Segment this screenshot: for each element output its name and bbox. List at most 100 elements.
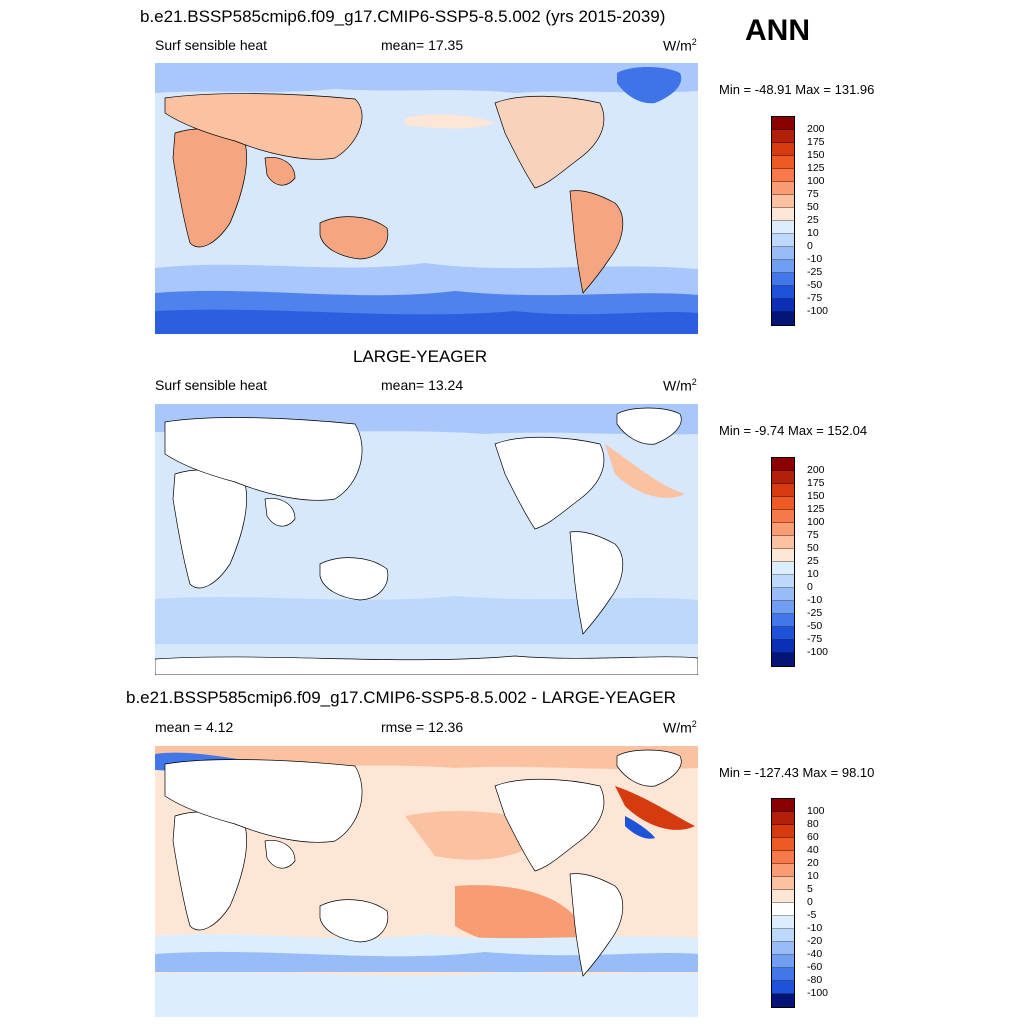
colorbar-tick-label: 25: [807, 214, 819, 226]
panel3-map: [155, 746, 698, 1017]
colorbar-swatch: [772, 877, 794, 890]
panel3-rmse-label: rmse = 12.36: [381, 719, 464, 735]
colorbar-swatch: [772, 588, 794, 601]
panel2-mean-label: mean= 13.24: [381, 377, 464, 393]
colorbar-tick-label: 75: [807, 529, 819, 541]
colorbar-swatch: [772, 221, 794, 234]
colorbar-tick-label: 10: [807, 870, 819, 882]
colorbar-swatch: [772, 864, 794, 877]
colorbar-tick-label: -5: [807, 909, 817, 921]
colorbar-tick-label: 75: [807, 188, 819, 200]
colorbar-tick-label: 0: [807, 581, 813, 593]
panel2-title: LARGE-YEAGER: [353, 347, 488, 366]
panel3-map-svg: [155, 746, 698, 1017]
panel2-map-svg: [155, 404, 698, 675]
colorbar-tick-label: 10: [807, 568, 819, 580]
colorbar-tick-label: 80: [807, 818, 819, 830]
colorbar-swatch: [772, 484, 794, 497]
panel3-colorbar: 100 80 60 40 20 10 5 0 -5 -10 -20 -40 -60 -80 -100: [771, 798, 828, 1008]
colorbar-tick-label: 150: [807, 149, 825, 161]
colorbar-swatch: [772, 247, 794, 260]
colorbar-swatch: [772, 812, 794, 825]
colorbar-swatch: [772, 471, 794, 484]
colorbar-swatch: [772, 510, 794, 523]
panel2-map: [155, 404, 698, 675]
colorbar-tick-label: 60: [807, 831, 819, 843]
colorbar-tick-label: 100: [807, 175, 825, 187]
colorbar-swatch: [772, 929, 794, 942]
panel2-colorbar-swatches: [771, 457, 795, 667]
season-label: ANN: [745, 14, 810, 47]
colorbar-swatch: [772, 169, 794, 182]
colorbar-swatch: [772, 955, 794, 968]
panel2-variable-label: Surf sensible heat: [155, 377, 268, 393]
panel1-units: W/m2: [663, 37, 697, 54]
colorbar-swatch: [772, 523, 794, 536]
colorbar-swatch: [772, 312, 794, 325]
colorbar-swatch: [772, 156, 794, 169]
colorbar-swatch: [772, 627, 794, 640]
colorbar-swatch: [772, 497, 794, 510]
panel3-mean-label: mean = 4.12: [155, 719, 234, 735]
colorbar-swatch: [772, 825, 794, 838]
colorbar-tick-label: -10: [807, 253, 823, 265]
colorbar-tick-label: -25: [807, 266, 823, 278]
panel1-minmax: Min = -48.91 Max = 131.96: [719, 82, 875, 97]
colorbar-swatch: [772, 130, 794, 143]
panel1-title: b.e21.BSSP585cmip6.f09_g17.CMIP6-SSP5-8.…: [140, 7, 666, 26]
colorbar-tick-label: -100: [807, 987, 829, 999]
colorbar-swatch: [772, 117, 794, 130]
colorbar-tick-label: 50: [807, 201, 819, 213]
colorbar-swatch: [772, 536, 794, 549]
colorbar-tick-label: -60: [807, 961, 823, 973]
colorbar-tick-label: 100: [807, 805, 825, 817]
colorbar-tick-label: 20: [807, 857, 819, 869]
colorbar-tick-label: 200: [807, 123, 825, 135]
colorbar-tick-label: -50: [807, 279, 823, 291]
colorbar-swatch: [772, 640, 794, 653]
colorbar-swatch: [772, 234, 794, 247]
colorbar-tick-label: -10: [807, 594, 823, 606]
colorbar-swatch: [772, 653, 794, 666]
colorbar-tick-label: -40: [807, 948, 823, 960]
colorbar-tick-label: 150: [807, 490, 825, 502]
panel1-map-svg: [155, 63, 698, 334]
colorbar-tick-label: -20: [807, 935, 823, 947]
colorbar-swatch: [772, 799, 794, 812]
colorbar-swatch: [772, 143, 794, 156]
colorbar-swatch: [772, 562, 794, 575]
colorbar-swatch: [772, 903, 794, 916]
colorbar-swatch: [772, 195, 794, 208]
panel1-colorbar: 200 175 150 125 100 75 50 25 10 0 -10 -25 -50 -75 -100: [771, 116, 828, 326]
panel1-variable-label: Surf sensible heat: [155, 37, 268, 53]
colorbar-swatch: [772, 994, 794, 1007]
colorbar-tick-label: -75: [807, 633, 823, 645]
colorbar-swatch: [772, 549, 794, 562]
colorbar-tick-label: 100: [807, 516, 825, 528]
panel1-mean-label: mean= 17.35: [381, 37, 464, 53]
colorbar-swatch: [772, 299, 794, 312]
colorbar-swatch: [772, 916, 794, 929]
panel1-map: [155, 63, 698, 334]
colorbar-swatch: [772, 273, 794, 286]
colorbar-tick-label: -25: [807, 607, 823, 619]
colorbar-swatch: [772, 890, 794, 903]
panel1-colorbar-swatches: [771, 116, 795, 326]
colorbar-tick-label: -10: [807, 922, 823, 934]
colorbar-swatch: [772, 942, 794, 955]
panel3-minmax: Min = -127.43 Max = 98.10: [719, 765, 875, 780]
colorbar-swatch: [772, 182, 794, 195]
colorbar-swatch: [772, 851, 794, 864]
colorbar-tick-label: 40: [807, 844, 819, 856]
panel3-title: b.e21.BSSP585cmip6.f09_g17.CMIP6-SSP5-8.…: [126, 688, 676, 707]
colorbar-swatch: [772, 601, 794, 614]
colorbar-swatch: [772, 981, 794, 994]
colorbar-tick-label: 200: [807, 464, 825, 476]
colorbar-swatch: [772, 260, 794, 273]
colorbar-swatch: [772, 286, 794, 299]
colorbar-tick-label: -75: [807, 292, 823, 304]
panel3-colorbar-swatches: [771, 798, 795, 1008]
colorbar-swatch: [772, 968, 794, 981]
colorbar-tick-label: 0: [807, 896, 813, 908]
colorbar-tick-label: 50: [807, 542, 819, 554]
